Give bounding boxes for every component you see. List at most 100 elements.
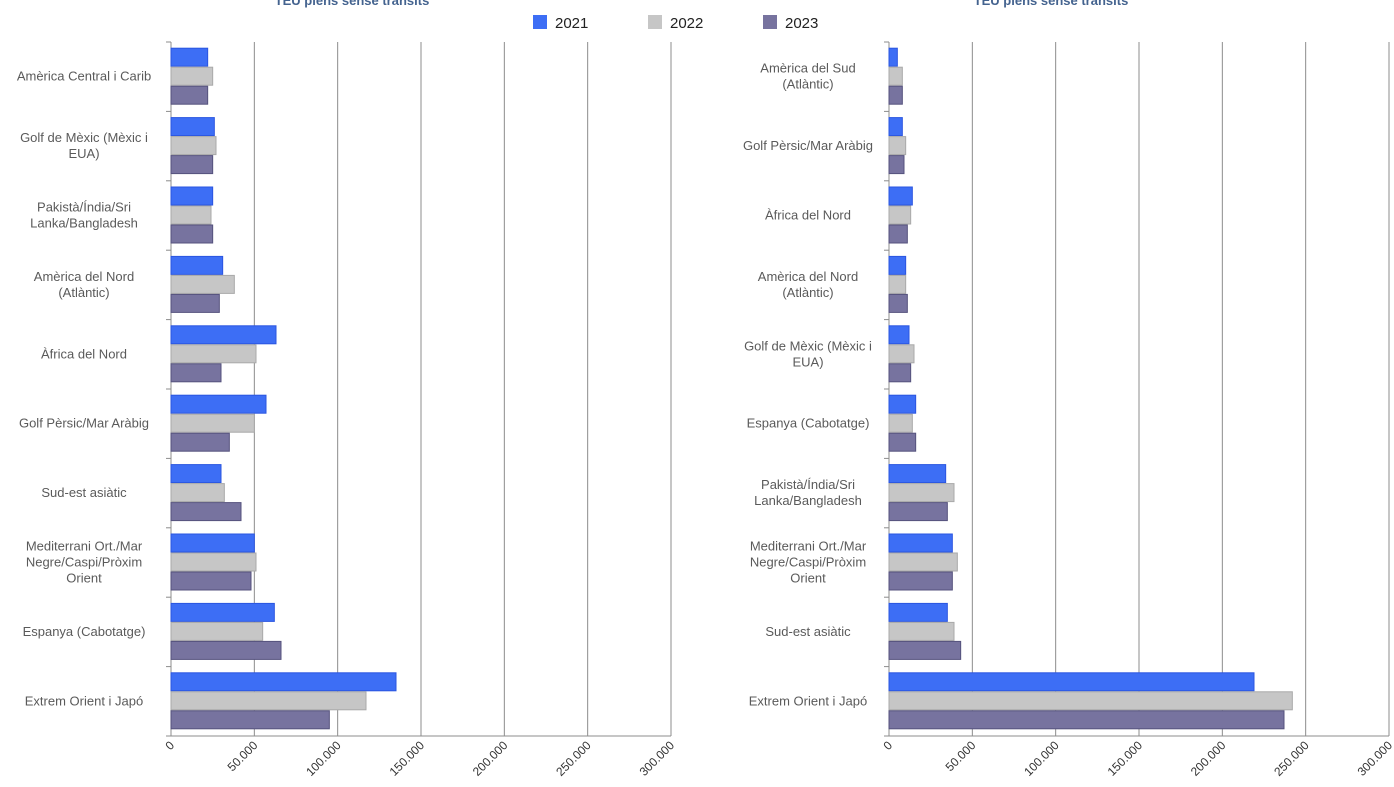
category-label: Espanya (Cabotatge) bbox=[23, 624, 146, 639]
legend-swatch-2023 bbox=[763, 15, 777, 29]
category-label: Espanya (Cabotatge) bbox=[747, 416, 870, 431]
category-label: Pakistà/Índia/Sri Lanka/Bangladesh bbox=[754, 477, 862, 508]
x-tick-label: 0 bbox=[162, 738, 177, 753]
category-label: Amèrica del Nord (Atlàntic) bbox=[34, 269, 134, 300]
bar-2023 bbox=[888, 502, 948, 522]
bar-2023 bbox=[888, 432, 917, 452]
category-label: Mediterrani Ort./Mar Negre/Caspi/Pròxim Or… bbox=[26, 539, 143, 586]
category-label: Amèrica del Sud (Atlàntic) bbox=[760, 61, 855, 92]
bar-2023 bbox=[888, 293, 908, 313]
legend-swatch-2021 bbox=[533, 15, 547, 29]
bar-2022 bbox=[888, 552, 958, 572]
bar-2022 bbox=[170, 274, 235, 294]
category-label: Golf Pèrsic/Mar Aràbig bbox=[743, 138, 873, 153]
bar-2023 bbox=[888, 571, 953, 591]
legend-label-2023: 2023 bbox=[785, 15, 818, 32]
bar-2022 bbox=[170, 413, 255, 433]
bar-2022 bbox=[888, 483, 955, 503]
bar-2021 bbox=[888, 464, 947, 484]
category-label: Golf Pèrsic/Mar Aràbig bbox=[19, 416, 149, 431]
x-tick-label: 200.000 bbox=[470, 738, 511, 779]
bar-2022 bbox=[888, 413, 913, 433]
bar-2022 bbox=[888, 66, 903, 86]
category-label: Extrem Orient i Japó bbox=[25, 693, 144, 708]
bar-2023 bbox=[170, 224, 214, 244]
bar-2022 bbox=[170, 136, 217, 156]
x-tick-label: 200.000 bbox=[1188, 738, 1229, 779]
category-label: Àfrica del Nord bbox=[41, 346, 127, 361]
x-tick-label: 300.000 bbox=[1355, 738, 1394, 779]
bar-2022 bbox=[170, 552, 257, 572]
bar-2021 bbox=[170, 533, 255, 553]
bar-2021 bbox=[170, 47, 209, 67]
bar-2021 bbox=[170, 325, 277, 345]
bar-2022 bbox=[888, 344, 915, 364]
bar-2023 bbox=[170, 640, 282, 660]
category-label: Àfrica del Nord bbox=[765, 208, 851, 223]
x-tick-label: 300.000 bbox=[637, 738, 678, 779]
bar-2023 bbox=[888, 224, 908, 244]
bar-2021 bbox=[888, 602, 948, 622]
bar-2023 bbox=[170, 432, 230, 452]
bar-2021 bbox=[888, 255, 907, 275]
category-label: Sud-est asiàtic bbox=[765, 624, 851, 639]
right-bar-chart: Amèrica del Sud (Atlàntic) Golf Pèrsic/Mar… bbox=[743, 41, 1394, 779]
bar-2022 bbox=[170, 621, 264, 641]
bar-2023 bbox=[888, 640, 962, 660]
bar-2021 bbox=[170, 186, 214, 206]
x-tick-label: 250.000 bbox=[553, 738, 594, 779]
bar-2021 bbox=[170, 394, 267, 414]
bar-2023 bbox=[170, 363, 222, 383]
bar-2022 bbox=[170, 691, 367, 711]
legend-label-2022: 2022 bbox=[670, 15, 703, 32]
bar-2022 bbox=[170, 483, 225, 503]
legend: 2021 2022 2023 bbox=[533, 15, 818, 32]
x-tick-label: 100.000 bbox=[303, 738, 344, 779]
legend-label-2021: 2021 bbox=[555, 15, 588, 32]
category-label: Extrem Orient i Japó bbox=[749, 693, 868, 708]
bar-2023 bbox=[888, 363, 912, 383]
category-label: Golf de Mèxic (Mèxic i EUA) bbox=[20, 130, 148, 161]
category-label: Amèrica del Nord (Atlàntic) bbox=[758, 269, 858, 300]
bar-2023 bbox=[888, 710, 1285, 730]
bar-2021 bbox=[888, 117, 903, 137]
bar-2022 bbox=[888, 691, 1293, 711]
bar-2021 bbox=[170, 602, 275, 622]
bar-2023 bbox=[170, 155, 214, 175]
bar-2022 bbox=[888, 621, 955, 641]
x-tick-label: 150.000 bbox=[387, 738, 428, 779]
left-chart-title: TEU plens sense trànsits bbox=[275, 0, 430, 8]
x-tick-label: 100.000 bbox=[1021, 738, 1062, 779]
bar-2023 bbox=[888, 155, 905, 175]
bar-2021 bbox=[888, 186, 913, 206]
bar-2023 bbox=[888, 85, 903, 105]
bar-2021 bbox=[888, 672, 1255, 692]
bar-2023 bbox=[170, 502, 242, 522]
bar-2022 bbox=[170, 344, 257, 364]
bar-2023 bbox=[170, 293, 220, 313]
bar-2021 bbox=[888, 394, 917, 414]
bar-2021 bbox=[888, 325, 910, 345]
bar-2021 bbox=[888, 47, 898, 67]
bar-2022 bbox=[888, 136, 907, 156]
x-tick-label: 0 bbox=[880, 738, 895, 753]
legend-swatch-2022 bbox=[648, 15, 662, 29]
bar-2023 bbox=[170, 710, 330, 730]
category-label: Sud-est asiàtic bbox=[41, 485, 127, 500]
bar-2021 bbox=[888, 533, 953, 553]
x-tick-label: 150.000 bbox=[1105, 738, 1146, 779]
bar-2022 bbox=[170, 66, 214, 86]
bar-2021 bbox=[170, 672, 397, 692]
category-label: Amèrica Central i Carib bbox=[17, 69, 151, 84]
bar-2021 bbox=[170, 117, 215, 137]
bar-2021 bbox=[170, 464, 222, 484]
x-tick-label: 50.000 bbox=[943, 738, 979, 774]
bar-2023 bbox=[170, 571, 252, 591]
category-label: Golf de Mèxic (Mèxic i EUA) bbox=[744, 338, 872, 369]
x-tick-label: 250.000 bbox=[1271, 738, 1312, 779]
left-bar-chart: Amèrica Central i Carib Golf de Mèxic (Mè… bbox=[17, 41, 678, 779]
bar-2022 bbox=[170, 205, 212, 225]
bar-2021 bbox=[170, 255, 224, 275]
category-label: Mediterrani Ort./Mar Negre/Caspi/Pròxim Or… bbox=[750, 539, 867, 586]
